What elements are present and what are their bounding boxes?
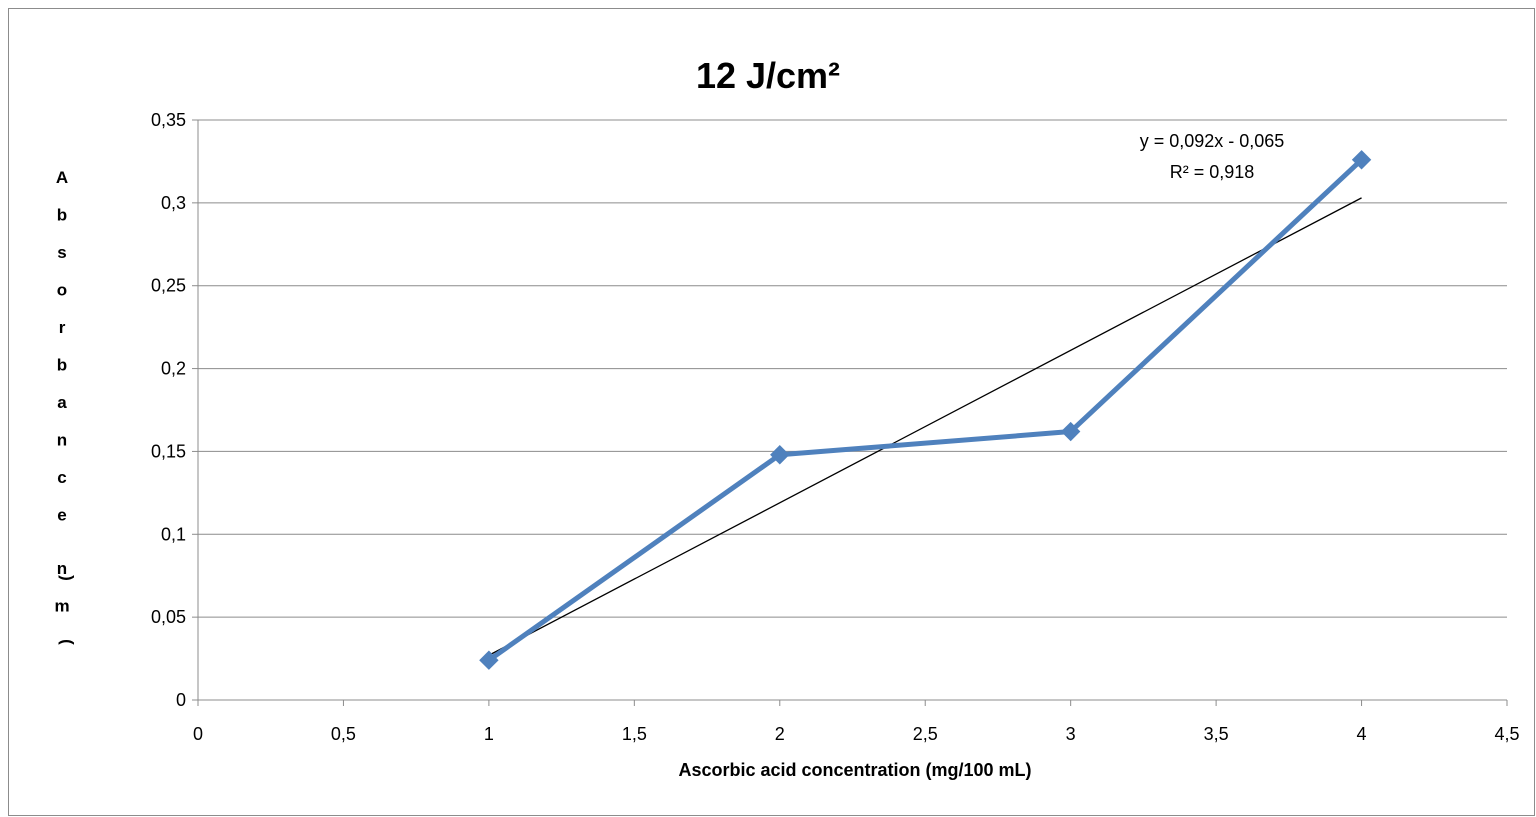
- x-tick-label: 4,5: [1494, 724, 1519, 744]
- axes: [192, 119, 1508, 706]
- data-point-marker: [1060, 421, 1081, 442]
- y-axis-title-letter: m: [54, 597, 69, 616]
- labels-layer: 0 0,05 0,1 0,15 0,2 0,25 0,3 0,35 0 0,5 1 1,5 2 2,5 3 3…: [151, 110, 1520, 744]
- y-axis-title-letter: n: [57, 431, 67, 450]
- y-axis-title-letter: a: [57, 393, 67, 412]
- chart-frame: [8, 8, 1535, 816]
- y-axis-title-letter: b: [57, 356, 67, 375]
- y-axis-title-letter: o: [57, 281, 67, 300]
- x-tick-label: 2,5: [913, 724, 938, 744]
- y-tick-label: 0,2: [161, 359, 186, 379]
- x-tick-label: 3,5: [1204, 724, 1229, 744]
- series-layer: [479, 150, 1372, 670]
- y-tick-label: 0: [176, 690, 186, 710]
- x-axis-title: Ascorbic acid concentration (mg/100 mL): [678, 760, 1031, 780]
- trendline: [488, 197, 1362, 656]
- y-axis-title-letter: r: [59, 318, 66, 337]
- x-tick-label: 1,5: [622, 724, 647, 744]
- y-axis-title-letter: (: [58, 639, 77, 645]
- y-axis-title-letter: e: [57, 506, 66, 525]
- y-axis-title-letter: s: [57, 243, 66, 262]
- x-tick-label: 0: [193, 724, 203, 744]
- x-tick-label: 4: [1357, 724, 1367, 744]
- trendline-r-squared: R² = 0,918: [1170, 162, 1255, 182]
- x-tick-label: 1: [484, 724, 494, 744]
- y-tick-label: 0,1: [161, 524, 186, 544]
- y-tick-label: 0,05: [151, 607, 186, 627]
- trendline-equation: y = 0,092x - 0,065: [1140, 131, 1285, 151]
- x-tick-label: 0,5: [331, 724, 356, 744]
- y-axis-title-letter: n: [57, 559, 67, 578]
- y-tick-label: 0,15: [151, 441, 186, 461]
- y-axis-title-letter: c: [57, 468, 66, 487]
- y-axis-title-letter: ): [58, 575, 77, 581]
- data-point-marker: [770, 445, 790, 465]
- x-tick-label: 3: [1066, 724, 1076, 744]
- series-line: [487, 157, 1364, 663]
- y-axis-title-letter: b: [57, 206, 67, 225]
- chart-title: 12 J/cm²: [696, 55, 840, 96]
- y-tick-label: 0,25: [151, 276, 186, 296]
- data-point-marker: [479, 650, 499, 670]
- x-tick-label: 2: [775, 724, 785, 744]
- trendline-layer: [488, 197, 1362, 656]
- y-tick-label: 0,35: [151, 110, 186, 130]
- data-point-marker: [1351, 150, 1372, 170]
- y-tick-label: 0,3: [161, 193, 186, 213]
- y-axis-title-letter: A: [56, 168, 68, 187]
